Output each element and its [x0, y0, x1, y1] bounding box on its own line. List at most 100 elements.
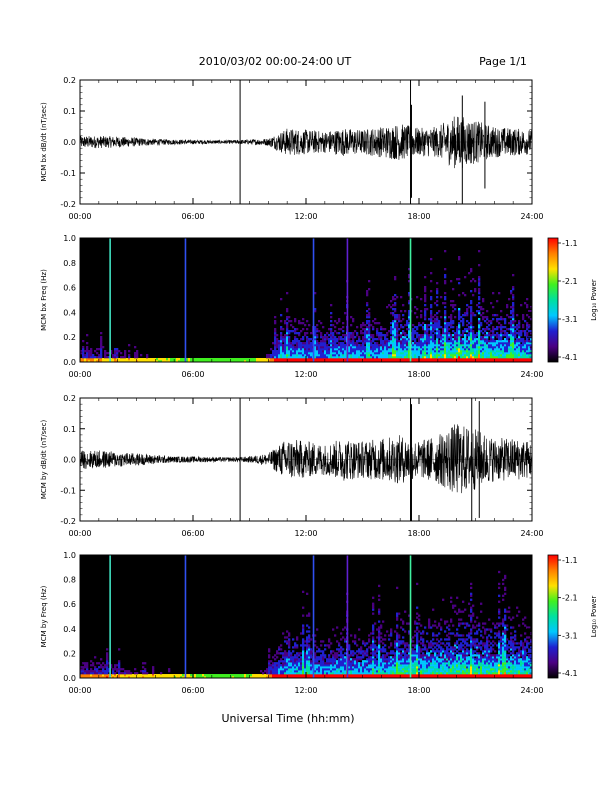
heatmap-cell	[412, 672, 414, 674]
heatmap-cell	[328, 340, 330, 342]
heatmap-cell	[304, 350, 306, 352]
heatmap-cell	[334, 662, 336, 664]
heatmap-cell	[464, 342, 466, 344]
heatmap-cell	[374, 356, 376, 358]
heatmap-cell	[486, 342, 488, 344]
heatmap-cell	[380, 352, 382, 354]
heatmap-cell	[496, 332, 498, 334]
heatmap-cell	[270, 670, 272, 672]
heatmap-cell	[444, 350, 446, 352]
heatmap-cell	[432, 664, 434, 666]
heatmap-cell	[338, 672, 340, 674]
heatmap-cell	[392, 652, 394, 654]
heatmap-cell	[436, 638, 438, 640]
heatmap-cell	[468, 352, 470, 354]
heatmap-cell	[146, 354, 148, 356]
heatmap-cell	[398, 348, 400, 350]
heatmap-cell	[98, 674, 100, 676]
heatmap-cell	[450, 338, 452, 340]
heatmap-cell	[394, 670, 396, 672]
heatmap-cell	[274, 340, 276, 342]
heatmap-cell	[436, 328, 438, 330]
heatmap-cell	[396, 322, 398, 324]
heatmap-cell	[362, 642, 364, 644]
heatmap-cell	[420, 662, 422, 664]
heatmap-cell	[388, 354, 390, 356]
heatmap-cell	[120, 672, 122, 674]
heatmap-cell	[260, 674, 262, 676]
heatmap-cell	[420, 358, 422, 360]
heatmap-cell	[280, 664, 282, 666]
heatmap-cell	[526, 346, 528, 348]
heatmap-cell	[300, 660, 302, 662]
heatmap-cell	[384, 674, 386, 676]
heatmap-cell	[486, 346, 488, 348]
heatmap-cell	[440, 316, 442, 318]
heatmap-cell	[334, 634, 336, 636]
heatmap-cell	[356, 664, 358, 666]
heatmap-cell	[128, 344, 130, 346]
heatmap-cell	[422, 350, 424, 352]
heatmap-cell	[286, 666, 288, 668]
heatmap-cell	[466, 356, 468, 358]
heatmap-cell	[450, 318, 452, 320]
heatmap-cell	[318, 662, 320, 664]
heatmap-cell	[136, 350, 138, 352]
heatmap-cell	[402, 668, 404, 670]
heatmap-cell	[422, 672, 424, 674]
heatmap-cell	[390, 352, 392, 354]
heatmap-cell	[444, 346, 446, 348]
heatmap-cell	[374, 670, 376, 672]
heatmap-cell	[500, 342, 502, 344]
heatmap-cell	[426, 356, 428, 358]
heatmap-cell	[392, 660, 394, 662]
heatmap-cell	[288, 344, 290, 346]
heatmap-cell	[458, 332, 460, 334]
heatmap-cell	[438, 666, 440, 668]
heatmap-cell	[446, 666, 448, 668]
heatmap-cell	[472, 342, 474, 344]
heatmap-cell	[490, 358, 492, 360]
heatmap-cell	[436, 644, 438, 646]
heatmap-cell	[286, 292, 288, 294]
heatmap-cell	[500, 328, 502, 330]
heatmap-cell	[462, 292, 464, 294]
heatmap-cell	[290, 664, 292, 666]
heatmap-cell	[430, 306, 432, 308]
heatmap-cell	[214, 358, 216, 360]
heatmap-cell	[320, 672, 322, 674]
heatmap-cell	[382, 646, 384, 648]
heatmap-cell	[374, 358, 376, 360]
heatmap-cell	[330, 668, 332, 670]
heatmap-cell	[474, 344, 476, 346]
heatmap-cell	[322, 652, 324, 654]
heatmap-cell	[438, 334, 440, 336]
heatmap-cell	[428, 668, 430, 670]
heatmap-cell	[396, 314, 398, 316]
heatmap-cell	[442, 350, 444, 352]
heatmap-cell	[462, 322, 464, 324]
y-tick-label: 1.0	[63, 234, 76, 243]
heatmap-cell	[428, 352, 430, 354]
heatmap-cell	[444, 320, 446, 322]
heatmap-cell	[308, 356, 310, 358]
heatmap-cell	[416, 622, 418, 624]
heatmap-cell	[360, 340, 362, 342]
heatmap-cell	[476, 310, 478, 312]
heatmap-cell	[306, 644, 308, 646]
heatmap-cell	[412, 356, 414, 358]
heatmap-cell	[322, 658, 324, 660]
heatmap-cell	[292, 674, 294, 676]
heatmap-cell	[498, 354, 500, 356]
heatmap-cell	[302, 666, 304, 668]
heatmap-cell	[296, 656, 298, 658]
heatmap-cell	[444, 342, 446, 344]
heatmap-cell	[356, 674, 358, 676]
heatmap-cell	[84, 358, 86, 360]
heatmap-cell	[366, 658, 368, 660]
heatmap-cell	[496, 326, 498, 328]
heatmap-cell	[522, 352, 524, 354]
heatmap-cell	[284, 636, 286, 638]
heatmap-cell	[356, 650, 358, 652]
